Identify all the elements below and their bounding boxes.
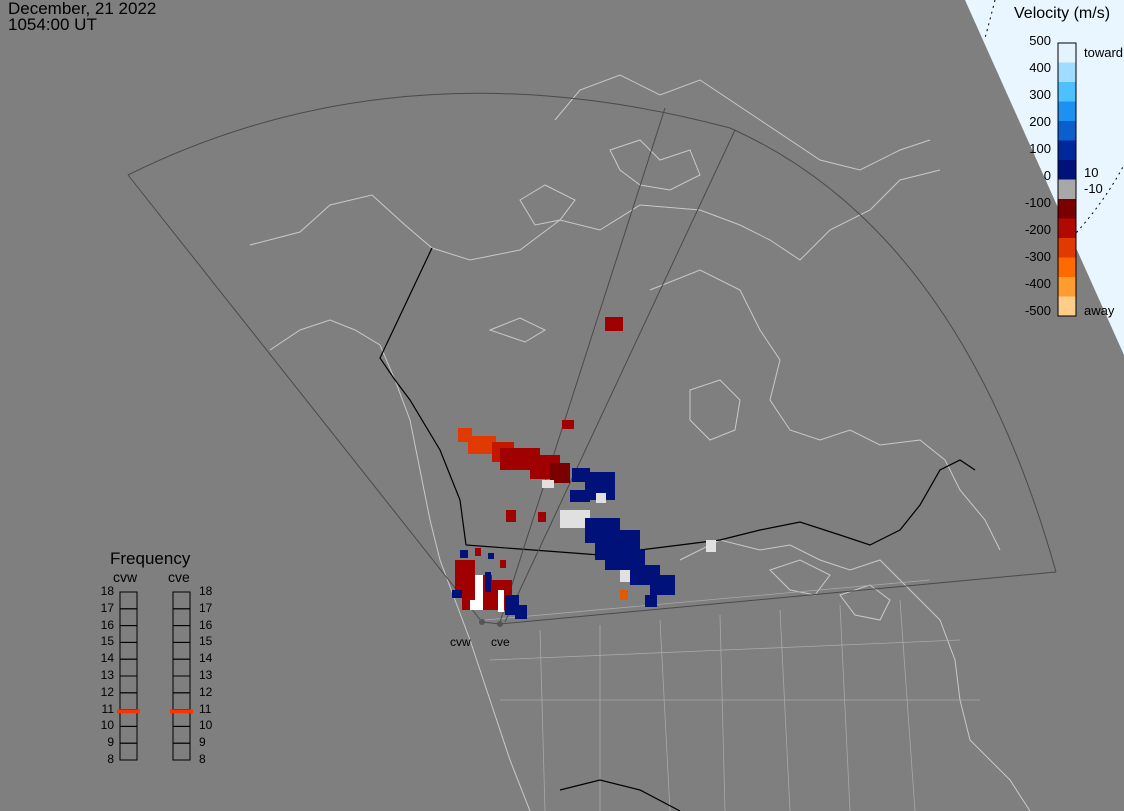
velocity-legend-title: Velocity (m/s) [1014,5,1111,22]
velocity-colorbar-segment [1058,62,1076,83]
frequency-gauge-cell [172,658,191,677]
frequency-tick-label-left: 12 [100,684,114,699]
frequency-tick-label-left: 10 [100,718,114,733]
frequency-gauge-cell [119,692,138,711]
frequency-marker-cve [170,709,193,714]
frequency-tick-label-left: 16 [100,617,114,632]
legend-dotted-arc [984,0,1124,251]
frequency-gauge-cell [119,608,138,627]
velocity-colorbar-segment [1058,257,1076,278]
frequency-tick-label-left: 13 [100,668,114,682]
velocity-tick-label: -300 [1024,249,1051,264]
timestamp: December, 21 2022 1054:00 UT [8,0,157,34]
frequency-gauge-cell [172,591,191,610]
legend-panel-background [965,0,1124,355]
radar-fov [127,92,1057,625]
frequency-gauge-cell [172,742,191,761]
frequency-tick-label-left: 18 [100,584,114,598]
velocity-tick-label: -100 [1024,195,1051,210]
frequency-tick-label-left: 17 [100,600,114,615]
frequency-gauge-cell [119,591,138,610]
velocity-tick-label: 500 [1029,33,1051,48]
frequency-tick-label-right: 16 [199,617,213,632]
frequency-gauge-cell [119,675,138,694]
velocity-tick-label: 0 [1043,168,1051,183]
frequency-gauge-cell [119,641,138,660]
velocity-colorbar-border [1057,42,1077,317]
velocity-colorbar [1057,42,1077,317]
timestamp-date: December, 21 2022 [8,0,157,18]
timestamp-time: 1054:00 UT [8,15,97,34]
frequency-title: Frequency [110,549,191,568]
velocity-colorbar-segment [1058,82,1076,102]
velocity-colorbar-segment [1058,179,1076,200]
frequency-tick-label-left: 15 [100,634,114,649]
frequency-radar-label-cve: cve [168,569,190,585]
frequency-gauge-cell [172,641,191,660]
frequency-gauges [117,591,193,761]
velocity-inner-minus-label: -10 [1084,181,1103,196]
frequency-gauge-cell [172,692,191,711]
velocity-tick-label: -500 [1024,303,1051,318]
velocity-tick-label: 400 [1029,60,1051,75]
station-label-cvw: cvw [450,635,471,649]
velocity-colorbar-segment [1058,277,1076,297]
velocity-colorbar-segment [1058,101,1076,122]
frequency-tick-label-right: 8 [199,752,206,766]
velocity-colorbar-segment [1058,238,1076,258]
velocity-tick-label: -400 [1024,276,1051,291]
velocity-tick-label: 200 [1029,114,1051,129]
frequency-gauge-cell [172,725,191,744]
frequency-tick-label-right: 11 [199,701,212,716]
backscatter-cells [452,317,716,619]
station-label-cve: cve [491,635,510,649]
frequency-tick-label-right: 17 [199,600,213,615]
frequency-gauge-cell [119,742,138,761]
frequency-gauge-cell [172,675,191,694]
frequency-gauge-cell [119,625,138,643]
velocity-colorbar-segment [1058,296,1076,317]
velocity-colorbar-segment [1058,218,1076,239]
frequency-gauge-cell [172,608,191,627]
velocity-colorbar-segment [1058,140,1076,161]
frequency-tick-label-right: 15 [199,634,213,649]
frequency-tick-label-left: 14 [100,651,114,666]
velocity-tick-label: 100 [1029,141,1051,156]
velocity-colorbar-segment [1058,199,1076,219]
frequency-radar-label-cvw: cvw [113,569,138,585]
land-outlines [249,74,1031,811]
station-marker-cve [497,621,503,627]
frequency-gauge-cell [119,725,138,744]
frequency-tick-label-right: 18 [199,584,213,598]
velocity-colorbar-segment [1058,121,1076,141]
frequency-marker-cvw [117,709,140,714]
frequency-gauge-cell [172,625,191,643]
station-marker-cvw [479,619,485,625]
frequency-tick-label-left: 9 [107,735,114,750]
frequency-gauge-cell [119,658,138,677]
frequency-tick-label-right: 10 [199,718,213,733]
velocity-colorbar-segment [1058,43,1076,63]
velocity-tick-label: -200 [1024,222,1051,237]
velocity-tick-label: 300 [1029,87,1051,102]
velocity-colorbar-segment [1058,160,1076,180]
velocity-inner-plus-label: 10 [1084,165,1099,180]
state-boundaries [484,579,980,811]
frequency-tick-label-left: 8 [107,752,114,766]
frequency-tick-label-right: 14 [199,651,213,666]
frequency-tick-label-right: 9 [199,735,206,750]
velocity-away-label: away [1084,303,1115,318]
velocity-toward-label: toward [1084,45,1124,60]
frequency-tick-label-right: 13 [199,668,213,682]
frequency-tick-label-left: 11 [101,701,114,716]
national-borders [379,247,976,811]
frequency-tick-label-right: 12 [199,684,213,699]
